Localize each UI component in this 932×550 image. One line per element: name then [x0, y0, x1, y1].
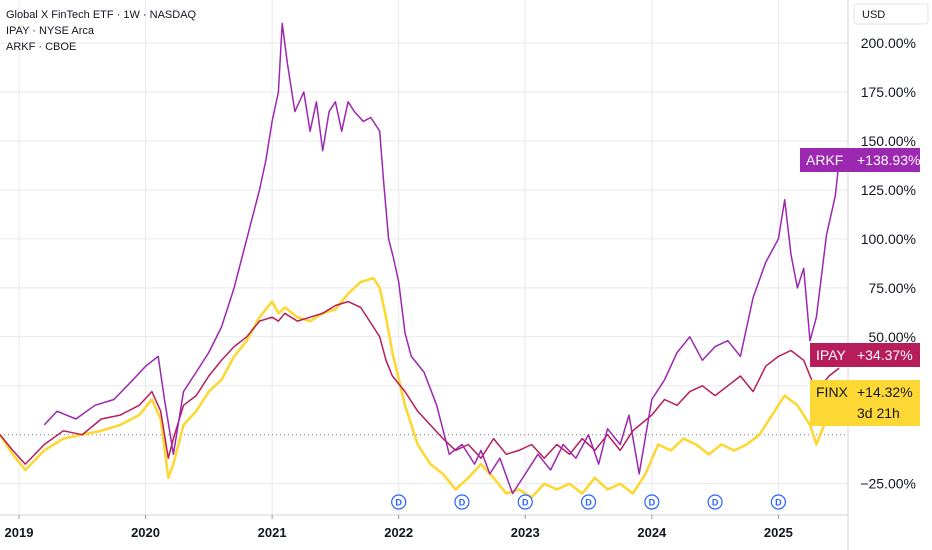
currency-selector[interactable]: USD: [853, 3, 929, 25]
x-tick-label: 2019: [5, 525, 34, 540]
dividend-marker-circle: [454, 494, 470, 510]
dividend-marker[interactable]: D: [580, 494, 597, 510]
dividend-marker-label: D: [712, 498, 719, 508]
y-tick-label: −25.00%: [860, 476, 916, 492]
dividend-marker-label: D: [649, 498, 656, 508]
ipay-badge-value: +34.37%: [857, 347, 913, 363]
dividend-marker[interactable]: D: [391, 494, 407, 510]
series-layer: [0, 22, 840, 499]
dividend-marker[interactable]: D: [707, 494, 723, 510]
x-tick-label: 2022: [384, 525, 413, 540]
dividend-marker-circle: [517, 494, 533, 510]
y-tick-label: 100.00%: [861, 231, 916, 247]
dividend-marker-label: D: [585, 498, 592, 508]
y-tick-label: 200.00%: [861, 35, 916, 51]
gridlines: [0, 0, 848, 515]
dividend-marker-label: D: [459, 498, 466, 508]
dividend-marker-label: D: [522, 498, 529, 508]
legend-main-symbol[interactable]: Global X FinTech ETF · 1W · NASDAQ: [6, 9, 197, 21]
dividend-marker[interactable]: D: [454, 494, 470, 510]
arkf-badge-name: ARKF: [806, 152, 843, 168]
dividend-marker-circle: [770, 494, 786, 510]
dividend-marker[interactable]: D: [644, 494, 660, 510]
x-tick-label: 2021: [258, 525, 287, 540]
ipay-badge: IPAY +34.37%: [810, 343, 920, 367]
legend: Global X FinTech ETF · 1W · NASDAQ IPAY …: [6, 9, 197, 53]
ipay-badge-name: IPAY: [816, 347, 846, 363]
series-line-ipay: [0, 300, 840, 465]
arkf-badge-value: +138.93%: [857, 152, 920, 168]
legend-ipay[interactable]: IPAY · NYSE Arca: [6, 25, 95, 37]
y-tick-label: 150.00%: [861, 133, 916, 149]
y-tick-label: 75.00%: [869, 280, 916, 296]
x-tick-label: 2020: [131, 525, 160, 540]
finx-badge-name: FINX: [816, 384, 849, 400]
dividend-marker-circle: [707, 494, 723, 510]
x-tick-label: 2023: [511, 525, 540, 540]
dividend-marker-circle: [391, 494, 407, 510]
dividend-marker[interactable]: D: [770, 494, 786, 510]
dividend-marker-circle: [644, 494, 660, 510]
dividend-marker-label: D: [775, 498, 782, 508]
series-line-finx: [0, 276, 840, 499]
dividend-marker[interactable]: D: [517, 494, 533, 510]
currency-label: USD: [862, 9, 885, 21]
y-tick-label: 125.00%: [861, 182, 916, 198]
dividend-marker-circle: [580, 494, 597, 510]
y-tick-label: 50.00%: [869, 329, 916, 345]
finx-badge-value: +14.32%: [857, 384, 913, 400]
dividend-marker-label: D: [395, 498, 402, 508]
x-axis-ticks: 2019 2020 2021 2022 2023 2024 2025: [5, 515, 793, 540]
finx-badge: FINX +14.32% 3d 21h: [810, 380, 920, 426]
x-tick-label: 2025: [764, 525, 793, 540]
series-line-arkf: [43, 22, 840, 495]
y-tick-label: 175.00%: [861, 84, 916, 100]
finx-badge-countdown: 3d 21h: [857, 405, 900, 421]
legend-arkf[interactable]: ARKF · CBOE: [6, 41, 76, 53]
arkf-badge: ARKF +138.93%: [800, 148, 920, 172]
x-tick-label: 2024: [637, 525, 667, 540]
